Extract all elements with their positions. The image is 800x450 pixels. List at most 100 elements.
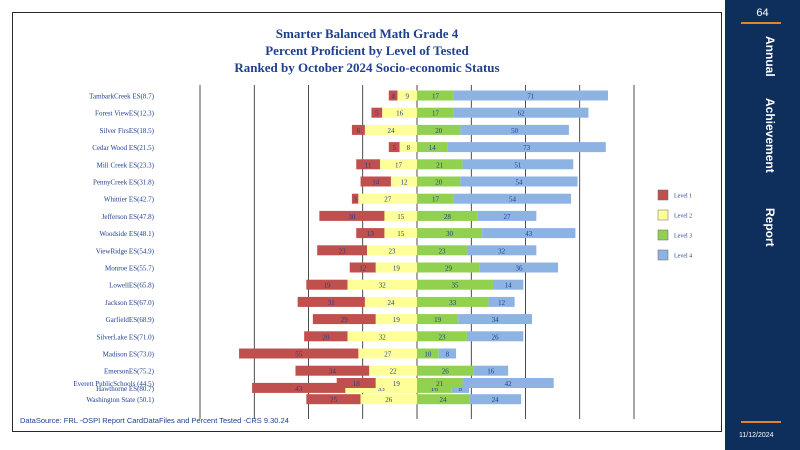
bar-level-2 bbox=[367, 245, 417, 256]
data-label-level-1: 31 bbox=[328, 299, 336, 307]
category-label: Cedar Wood ES(21.5) bbox=[92, 144, 154, 152]
category-label: Silver FirsES(18.5) bbox=[100, 127, 155, 135]
bar-level-3 bbox=[417, 348, 439, 359]
bar-level-2 bbox=[375, 378, 417, 388]
bar-level-1 bbox=[349, 262, 376, 273]
data-label-level-4: 62 bbox=[518, 110, 526, 118]
data-label-level-1: 30 bbox=[348, 213, 356, 221]
bar-level-1 bbox=[351, 124, 365, 135]
bar-level-4 bbox=[460, 176, 578, 187]
data-label-level-2: 27 bbox=[384, 351, 392, 359]
data-label-level-3: 20 bbox=[435, 179, 443, 187]
data-label-level-2: 16 bbox=[396, 110, 404, 118]
data-label-level-2: 9 bbox=[405, 93, 409, 101]
bar-level-4 bbox=[453, 107, 589, 118]
data-label-level-2: 19 bbox=[393, 265, 401, 273]
data-label-level-4: 12 bbox=[498, 299, 506, 307]
chart-title-line-2: Percent Proficient by Level of Tested bbox=[265, 43, 469, 58]
bar-level-1 bbox=[388, 90, 398, 101]
data-label-level-3: 29 bbox=[445, 265, 453, 273]
data-label-level-1: 3 bbox=[353, 196, 357, 204]
bar-level-1 bbox=[356, 159, 381, 170]
bar-level-3 bbox=[417, 228, 483, 239]
data-label-level-2: 17 bbox=[395, 161, 403, 169]
data-label-level-2: 32 bbox=[379, 333, 387, 341]
data-label-level-1: 19 bbox=[323, 282, 331, 290]
data-label-level-1: 23 bbox=[339, 247, 347, 255]
bar-level-3 bbox=[417, 176, 461, 187]
data-label-level-4: 34 bbox=[492, 316, 500, 324]
data-label-level-1: 18 bbox=[353, 380, 361, 388]
category-label: Whittier ES(42.7) bbox=[104, 196, 155, 204]
data-label-level-3: 14 bbox=[429, 144, 437, 152]
category-label: Woodside ES(48.1) bbox=[99, 230, 154, 238]
sidebar-heading-annual: Annual bbox=[763, 36, 777, 77]
bar-level-2 bbox=[375, 314, 417, 325]
bar-level-3 bbox=[417, 378, 463, 388]
bar-level-3 bbox=[417, 124, 461, 135]
data-label-level-3: 28 bbox=[444, 213, 452, 221]
data-label-level-3: 17 bbox=[432, 196, 440, 204]
sidebar-heading-achievement: Achievement bbox=[763, 98, 777, 173]
bar-level-1 bbox=[295, 365, 370, 376]
bar-level-2 bbox=[360, 394, 417, 405]
bar-level-1 bbox=[319, 210, 385, 221]
legend-label-level-3: Level 3 bbox=[674, 234, 692, 240]
bar-level-3 bbox=[417, 365, 474, 376]
data-label-level-1: 34 bbox=[329, 368, 337, 376]
bar-level-1 bbox=[371, 107, 383, 118]
category-label: ViewRidge ES(54.9) bbox=[96, 247, 155, 255]
bar-level-2 bbox=[380, 159, 417, 170]
data-label-level-1: 55 bbox=[295, 351, 303, 359]
data-label-level-4: 27 bbox=[504, 213, 512, 221]
category-label: EmersonES(75.2) bbox=[104, 368, 155, 376]
data-label-level-1: 12 bbox=[359, 265, 367, 273]
data-label-level-3: 24 bbox=[440, 396, 448, 404]
data-label-level-2: 15 bbox=[397, 230, 405, 238]
bar-level-2 bbox=[384, 210, 417, 221]
bar-level-1 bbox=[317, 245, 368, 256]
data-label-level-3: 21 bbox=[436, 161, 444, 169]
bar-level-2 bbox=[364, 296, 417, 307]
data-label-level-4: 71 bbox=[527, 93, 535, 101]
bar-level-3 bbox=[417, 210, 478, 221]
category-label: Forest ViewES(12.3) bbox=[95, 110, 155, 118]
data-label-level-1: 14 bbox=[372, 179, 380, 187]
bar-level-3 bbox=[417, 394, 470, 405]
data-label-level-1: 11 bbox=[365, 161, 372, 169]
data-label-level-4: 51 bbox=[514, 161, 522, 169]
category-label: TambarkCreek ES(8.7) bbox=[89, 93, 154, 101]
bar-level-2 bbox=[397, 90, 417, 101]
chart-title-line-1: Smarter Balanced Math Grade 4 bbox=[275, 26, 459, 41]
bar-level-2 bbox=[369, 365, 417, 376]
bar-level-4 bbox=[453, 193, 572, 204]
legend-label-level-4: Level 4 bbox=[674, 254, 692, 260]
sidebar-heading-report: Report bbox=[763, 208, 777, 247]
bar-level-3 bbox=[417, 193, 454, 204]
bar-level-1 bbox=[336, 378, 376, 388]
category-label: Mill Creek ES(23.3) bbox=[97, 161, 155, 169]
category-label: Washington State (50.1) bbox=[86, 396, 154, 404]
data-label-level-3: 33 bbox=[449, 299, 457, 307]
data-label-level-1: 6 bbox=[357, 127, 361, 135]
legend-swatch-level-2 bbox=[657, 209, 669, 221]
legend-label-level-1: Level 1 bbox=[674, 194, 692, 200]
legend-swatch-level-1 bbox=[657, 189, 669, 201]
chart-frame: Smarter Balanced Math Grade 4 Percent Pr… bbox=[12, 12, 722, 432]
data-label-level-4: 36 bbox=[515, 265, 523, 273]
bar-level-2 bbox=[375, 262, 417, 273]
bar-level-3 bbox=[417, 142, 448, 153]
data-label-level-1: 5 bbox=[375, 110, 379, 118]
bar-level-3 bbox=[417, 159, 463, 170]
proficiency-bar-chart: TambarkCreek ES(8.7) 4 9 17 71 Forest ViewES(… bbox=[73, 85, 692, 419]
bar-level-2 bbox=[347, 331, 417, 342]
data-label-level-2: 32 bbox=[379, 282, 387, 290]
data-label-level-1: 29 bbox=[341, 316, 349, 324]
category-label: GarfieldES(68.9) bbox=[106, 316, 155, 324]
slide-number: 64 bbox=[756, 7, 769, 19]
data-label-level-4: 54 bbox=[509, 196, 516, 204]
category-label: PennyCreek ES(31.8) bbox=[93, 179, 155, 187]
category-label: Madison ES(73.0) bbox=[103, 351, 155, 359]
bar-level-1 bbox=[252, 382, 346, 393]
bar-level-3 bbox=[417, 245, 467, 256]
